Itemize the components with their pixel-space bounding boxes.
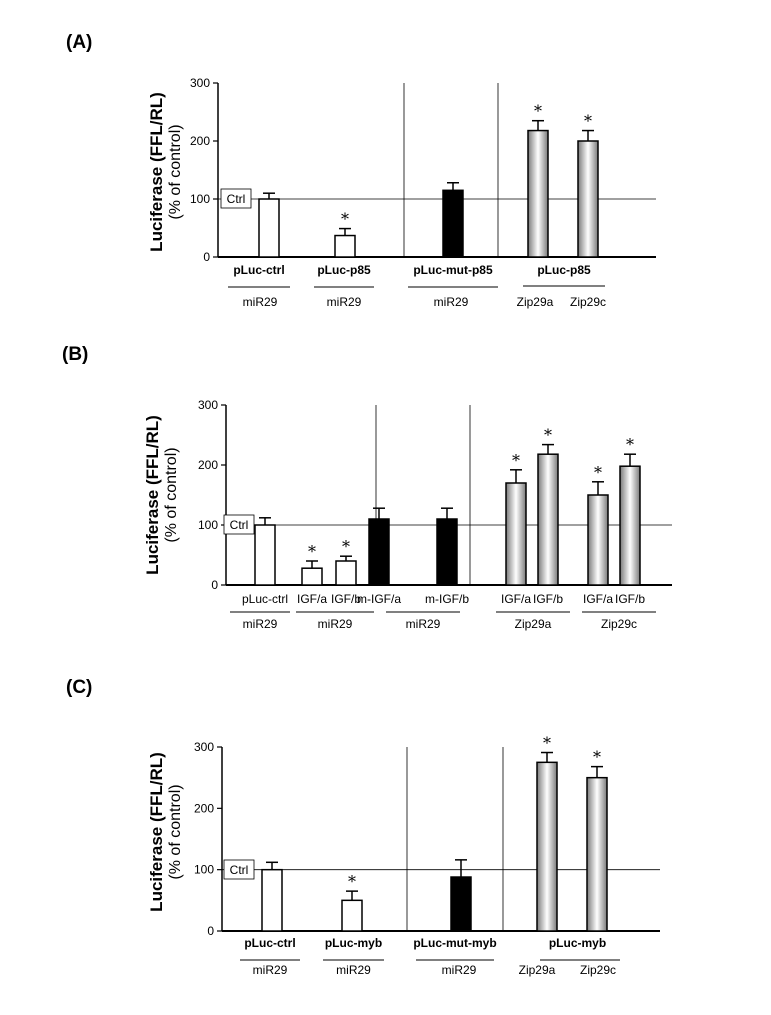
treatment-label: miR29 [327, 295, 362, 309]
bar [537, 453, 559, 586]
bar-label: m-IGF/a [357, 592, 401, 606]
ctrl-label: Ctrl [227, 192, 246, 206]
bar-label: IGF/b [615, 592, 645, 606]
bar [586, 776, 608, 932]
treatment-label: miR29 [336, 963, 371, 977]
bar [334, 234, 356, 258]
y-axis-title: Luciferase (FFL/RL) [143, 415, 162, 575]
y-axis-subtitle: (% of control) [167, 784, 184, 879]
bar [505, 482, 527, 586]
significance-star: * [341, 210, 349, 229]
group-label: Zip29c [601, 617, 637, 631]
panel-label: (A) [66, 32, 92, 53]
significance-star: * [534, 102, 542, 121]
y-axis-title: Luciferase (FFL/RL) [147, 752, 166, 912]
significance-star: * [308, 542, 316, 561]
significance-star: * [543, 734, 551, 753]
bar [335, 560, 357, 586]
ctrl-label: Ctrl [230, 863, 249, 877]
bar [536, 761, 558, 932]
treatment-label: Zip29c [570, 295, 606, 309]
treatment-label: Zip29a [519, 963, 556, 977]
construct-label: pLuc-mut-p85 [413, 263, 493, 277]
bar-label: IGF/b [533, 592, 563, 606]
y-tick-label: 200 [190, 134, 210, 148]
group-label: miR29 [318, 617, 353, 631]
bar [436, 518, 458, 586]
construct-label: pLuc-myb [325, 936, 382, 950]
treatment-label: miR29 [253, 963, 288, 977]
ctrl-label-box [220, 188, 252, 209]
bar-label: m-IGF/b [425, 592, 469, 606]
treatment-label: Zip29a [517, 295, 554, 309]
y-axis-title: Luciferase (FFL/RL) [147, 92, 166, 252]
ctrl-label-box [223, 514, 255, 535]
y-tick-label: 300 [194, 740, 214, 754]
bar [258, 198, 280, 258]
bar [619, 465, 641, 586]
treatment-label: miR29 [243, 295, 278, 309]
y-tick-label: 100 [194, 863, 214, 877]
chart-panel-a: (A) Luciferase (FFL/RL) (% of control) 0 100… [66, 32, 656, 309]
bar-label: pLuc-ctrl [242, 592, 288, 606]
bar [341, 899, 363, 932]
construct-label: pLuc-ctrl [244, 936, 295, 950]
bar [261, 868, 283, 932]
y-tick-label: 0 [211, 578, 218, 592]
bar [577, 140, 599, 258]
construct-label: pLuc-p85 [537, 263, 591, 277]
bar-label: IGF/a [297, 592, 327, 606]
y-tick-label: 300 [198, 398, 218, 412]
group-label: miR29 [406, 617, 441, 631]
construct-label: pLuc-myb [549, 936, 606, 950]
bar-label: IGF/b [331, 592, 361, 606]
bar [450, 876, 472, 932]
bar-label: IGF/a [583, 592, 613, 606]
treatment-label: Zip29c [580, 963, 616, 977]
group-label: miR29 [243, 617, 278, 631]
y-tick-label: 300 [190, 76, 210, 90]
bar [301, 567, 323, 586]
bar [527, 129, 549, 258]
panel-label: (B) [62, 344, 88, 365]
y-tick-label: 0 [207, 924, 214, 938]
ctrl-label-box [223, 859, 255, 880]
y-tick-label: 0 [203, 250, 210, 264]
y-tick-label: 100 [190, 192, 210, 206]
construct-label: pLuc-mut-myb [413, 936, 496, 950]
significance-star: * [593, 748, 601, 767]
panel-label: (C) [66, 677, 92, 698]
significance-star: * [544, 426, 552, 445]
y-tick-label: 200 [194, 801, 214, 815]
construct-label: pLuc-p85 [317, 263, 371, 277]
y-axis-subtitle: (% of control) [163, 447, 180, 542]
chart-panel-c: (C) Luciferase (FFL/RL) (% of control) 0 100… [66, 677, 660, 977]
significance-star: * [348, 872, 356, 891]
significance-star: * [342, 537, 350, 556]
bar [442, 189, 464, 258]
y-tick-label: 200 [198, 458, 218, 472]
significance-star: * [594, 463, 602, 482]
bar [368, 518, 390, 586]
construct-label: pLuc-ctrl [233, 263, 284, 277]
bar [587, 494, 609, 586]
chart-panel-b: (B) Luciferase (FFL/RL) (% of control) 0 100… [62, 344, 672, 631]
group-label: Zip29a [515, 617, 552, 631]
ctrl-label: Ctrl [230, 518, 249, 532]
significance-star: * [626, 435, 634, 454]
bar [254, 524, 276, 586]
treatment-label: miR29 [442, 963, 477, 977]
y-tick-label: 100 [198, 518, 218, 532]
significance-star: * [584, 112, 592, 131]
bar-label: IGF/a [501, 592, 531, 606]
y-axis-subtitle: (% of control) [167, 124, 184, 219]
treatment-label: miR29 [434, 295, 469, 309]
significance-star: * [512, 451, 520, 470]
